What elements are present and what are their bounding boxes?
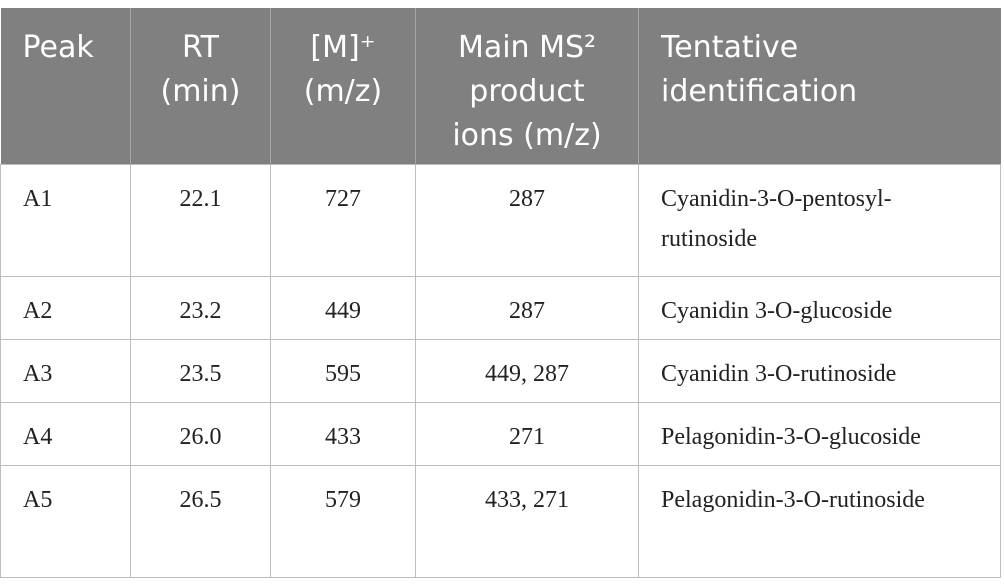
table-cell: Pelagonidin-3-O-glucoside: [638, 402, 1001, 466]
header-text: ions (m/z): [452, 118, 602, 153]
header-text: product: [469, 74, 585, 109]
table-cell: Cyanidin-3-O-pentosyl-rutinoside: [638, 164, 1001, 277]
header-text: Main MS²: [457, 30, 597, 65]
table-cell: 579: [270, 465, 416, 578]
table-cell: A4: [0, 402, 131, 466]
table-cell: 26.5: [130, 465, 271, 578]
table-cell: 727: [270, 164, 416, 277]
header-text: (min): [160, 74, 241, 109]
table-cell: Cyanidin 3-O-rutinoside: [638, 339, 1001, 403]
table-cell: 433: [270, 402, 416, 466]
header-text: (m/z): [303, 74, 383, 109]
header-row: Peak RT (min) [M]⁺ (m/z) Main MS² product ions …: [0, 8, 1001, 165]
table-cell: 22.1: [130, 164, 271, 277]
header-cell: RT (min): [130, 8, 271, 165]
table-cell: 595: [270, 339, 416, 403]
table-cell: 433, 271: [415, 465, 639, 578]
table-cell: A1: [0, 164, 131, 277]
table-cell: A2: [0, 276, 131, 340]
table-cell: 26.0: [130, 402, 271, 466]
table-cell: 23.2: [130, 276, 271, 340]
header-cell: [M]⁺ (m/z): [270, 8, 416, 165]
table-cell: Pelagonidin-3-O-rutinoside: [638, 465, 1001, 578]
header-text: Peak: [22, 30, 94, 65]
header-text: identification: [661, 74, 858, 109]
table-cell: A5: [0, 465, 131, 578]
header-cell: Peak: [0, 8, 131, 165]
header-cell: Tentative identification: [638, 8, 1001, 165]
header-text: Tentative: [661, 30, 799, 65]
table-row: A5 26.5 579 433, 271 Pelagonidin-3-O-rutinos…: [0, 465, 1001, 578]
table-cell: 271: [415, 402, 639, 466]
data-table: Peak RT (min) [M]⁺ (m/z) Main MS² product ions …: [0, 8, 1001, 578]
table-cell: 23.5: [130, 339, 271, 403]
table-row: A1 22.1 727 287 Cyanidin-3-O-pentosyl-rutino…: [0, 164, 1001, 277]
table-cell: 287: [415, 164, 639, 277]
header-text: RT: [182, 30, 219, 65]
table-cell: 449: [270, 276, 416, 340]
table-cell: A3: [0, 339, 131, 403]
table-row: A4 26.0 433 271 Pelagonidin-3-O-glucoside: [0, 402, 1001, 466]
table-row: A3 23.5 595 449, 287 Cyanidin 3-O-rutinoside: [0, 339, 1001, 403]
header-cell: Main MS² product ions (m/z): [415, 8, 639, 165]
table-cell: Cyanidin 3-O-glucoside: [638, 276, 1001, 340]
table-cell: 287: [415, 276, 639, 340]
table-row: A2 23.2 449 287 Cyanidin 3-O-glucoside: [0, 276, 1001, 340]
header-text: [M]⁺: [310, 30, 376, 65]
table-cell: 449, 287: [415, 339, 639, 403]
